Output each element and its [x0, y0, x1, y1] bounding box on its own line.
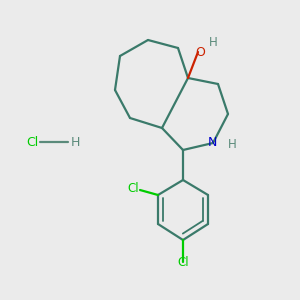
Text: Cl: Cl	[177, 256, 189, 269]
Text: H: H	[70, 136, 80, 148]
Text: H: H	[208, 35, 217, 49]
Text: Cl: Cl	[26, 136, 38, 148]
Text: Cl: Cl	[127, 182, 139, 196]
Text: H: H	[228, 139, 236, 152]
Text: O: O	[195, 46, 205, 59]
Text: N: N	[207, 136, 217, 149]
